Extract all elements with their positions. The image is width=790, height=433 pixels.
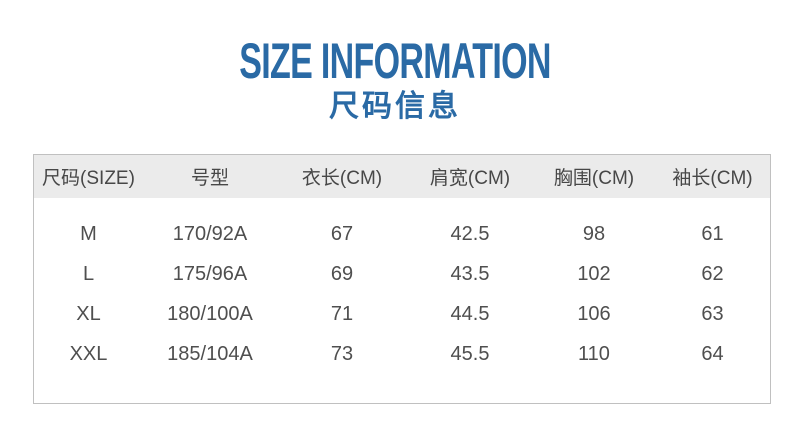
cell-shoulder: 42.5 [450,222,490,245]
cell-size: XXL [69,342,108,365]
cell-model: 175/96A [172,262,248,285]
table-row-l: L 175/96A 69 43.5 102 62 [34,254,770,294]
cell-length: 73 [330,342,354,365]
column-header-shoulder: 肩宽(CM) [429,168,511,189]
cell-length: 69 [330,262,354,285]
size-table: 尺码(SIZE) 号型 衣长(CM) 肩宽(CM) 胸围(CM) 袖长(CM) … [33,154,771,404]
cell-sleeve: 62 [701,262,724,285]
column-header-chest: 胸围(CM) [553,168,635,189]
cell-length: 67 [330,222,354,245]
table-row-xl: XL 180/100A 71 44.5 106 63 [34,294,770,334]
cell-model: 170/92A [172,222,248,245]
cell-model: 185/104A [167,342,253,365]
cell-sleeve: 64 [701,342,724,365]
column-header-length: 衣长(CM) [301,168,383,189]
cell-chest: 110 [578,342,610,365]
cell-model: 180/100A [167,302,253,325]
cell-shoulder: 45.5 [450,342,490,365]
size-table-body: M 170/92A 67 42.5 98 61 L 175/96A 69 43.… [34,198,770,403]
cell-size: XL [76,302,101,325]
cell-size: M [80,222,97,245]
cell-shoulder: 44.5 [450,302,490,325]
cell-chest: 106 [577,302,611,325]
column-header-sleeve: 袖长(CM) [672,168,753,189]
cell-size: L [82,262,95,285]
table-row-m: M 170/92A 67 42.5 98 61 [34,214,770,254]
cell-sleeve: 61 [701,222,724,245]
column-header-model: 号型 [190,168,229,189]
cell-length: 71 [330,302,354,325]
cell-shoulder: 43.5 [450,262,490,285]
cell-chest: 98 [582,222,606,245]
page-title: SIZE INFORMATION [239,33,551,89]
section-header: SIZE INFORMATION 尺码信息 [0,0,790,124]
page-subtitle-chinese: 尺码信息 [329,90,461,123]
cell-sleeve: 63 [701,302,724,325]
column-header-size: 尺码(SIZE) [42,168,135,189]
cell-chest: 102 [577,262,611,285]
size-table-header-row: 尺码(SIZE) 号型 衣长(CM) 肩宽(CM) 胸围(CM) 袖长(CM) [34,155,770,198]
table-row-xxl: XXL 185/104A 73 45.5 110 64 [34,334,770,374]
